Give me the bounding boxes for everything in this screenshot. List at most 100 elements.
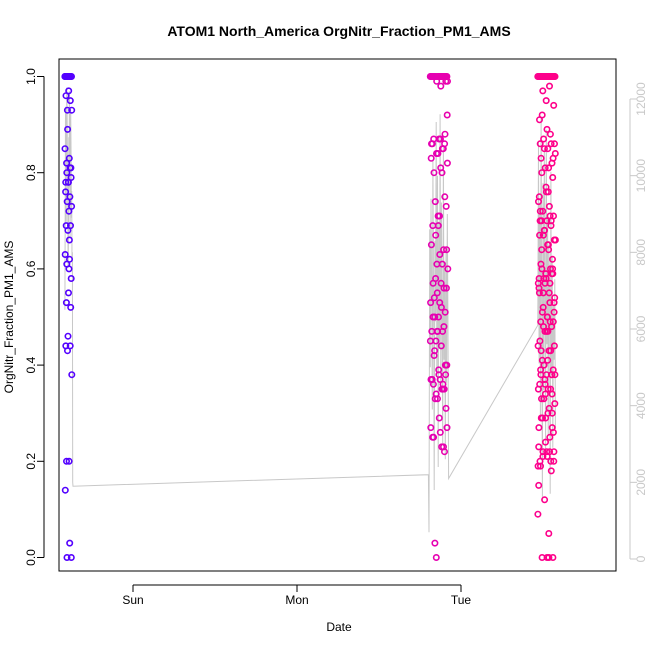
scatter-point [540,226,548,234]
scatter-point [548,159,556,167]
scatter-point [546,448,554,456]
scatter-point [550,457,558,465]
scatter-point [444,265,452,273]
y-right-tick-label: 12000 [634,82,648,116]
scatter-point [543,217,551,225]
y-right-tick-label: 10000 [634,159,648,193]
y-left-tick-label: 0.0 [24,549,38,566]
scatter-point [437,164,445,172]
scatter-point [64,125,72,133]
scatter-point [535,481,543,489]
scatter-point [545,347,553,355]
y-axis-left: 0.0 0.2 0.4 0.6 0.8 1.0 [24,68,45,566]
chart-title: ATOM1 North_America OrgNitr_Fraction_PM1… [167,23,510,39]
scatter-point [543,448,551,456]
scatter-point [433,289,441,297]
scatter-point [539,323,547,331]
scatter-point [538,265,546,273]
scatter-point [64,226,72,234]
scatter-point [535,116,543,124]
scatter-point [541,438,549,446]
y-right-tick-label: 6000 [634,315,648,342]
scatter-point [435,414,443,422]
scatter-point [443,424,451,432]
y-left-tick-label: 1.0 [24,68,38,85]
scatter-point [536,217,544,225]
y-right-tick-label: 4000 [634,392,648,419]
scatter-point [437,82,445,90]
scatter-point [434,327,442,335]
scatter-point [441,361,449,369]
scatter-point [546,318,554,326]
scatter-point [63,169,71,177]
y-left-tick-label: 0.4 [24,356,38,373]
scatter-point [540,135,548,143]
scatter-point [545,246,553,254]
scatter-point [61,73,69,81]
scatter-point [534,385,542,393]
y-right-tick-label: 8000 [634,239,648,266]
scatter-point [536,457,544,465]
scatter-point [536,207,544,215]
x-tick-label: Tue [451,593,472,607]
scatter-point [427,424,435,432]
scatter-point [63,198,71,206]
scatter-point [538,308,546,316]
scatter-point [427,375,435,383]
scatter-point [534,342,542,350]
line-series-path [64,87,556,533]
scatter-point [68,371,76,379]
scatter-point [436,428,444,436]
scatter-point [65,457,73,465]
scatter-point [62,92,70,100]
scatter-point [65,207,73,215]
scatter-point [63,553,71,561]
scatter-point [427,241,435,249]
scatter-point [431,539,439,547]
scatter-point [437,342,445,350]
scatter-point [537,347,545,355]
scatter-point [550,140,558,148]
scatter-point [547,140,555,148]
scatter-point [539,452,547,460]
scatter-point [441,308,449,316]
scatter-point [551,150,559,158]
scatter-point [63,260,71,268]
scatter-point [442,371,450,379]
scatter-point [426,337,434,345]
scatter-point [541,496,549,504]
scatter-point [68,106,76,114]
scatter-point [62,188,70,196]
scatter-point [63,106,71,114]
scatter-point [550,342,558,350]
scatter-point [65,289,73,297]
scatter-point [534,198,542,206]
y-axis-title: OrgNitr_Fraction_PM1_AMS [2,241,16,394]
scatter-point [440,284,448,292]
scatter-point [536,231,544,239]
scatter-point [67,164,75,172]
scatter-point [548,409,556,417]
scatter-point [442,404,450,412]
scatter-point [543,553,551,561]
scatter-point [536,73,544,81]
scatter-point [538,414,546,422]
scatter-point [542,274,550,282]
scatter-point [538,169,546,177]
scatter-point [434,212,442,220]
scatter-point [545,529,553,537]
scatter-point [539,207,547,215]
scatter-point [427,154,435,162]
scatter-point [61,251,69,259]
scatter-point [64,178,72,186]
scatter-point [545,202,553,210]
scatter-point [440,323,448,331]
scatter-point [430,169,438,177]
scatter-point [546,433,554,441]
y-right-tick-label: 2000 [634,469,648,496]
scatter-point [549,174,557,182]
scatter-point [441,193,449,201]
scatter-point [429,433,437,441]
scatter-point [61,486,69,494]
